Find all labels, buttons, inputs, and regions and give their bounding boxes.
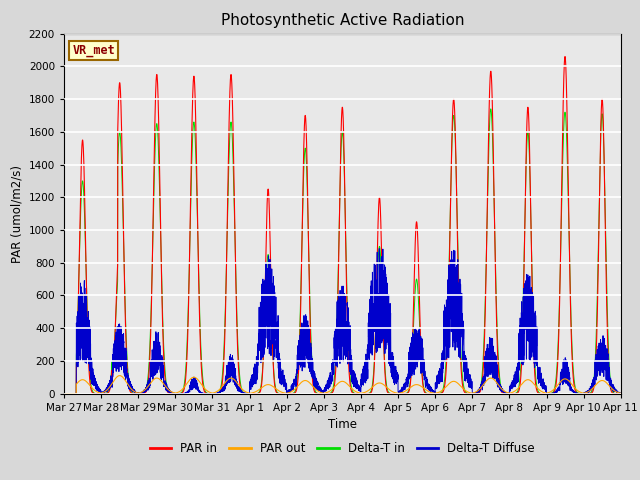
Delta-T in [487, 106, 495, 112]
Delta-T Diffuse [160, 380, 168, 386]
Delta-T in [616, 391, 624, 396]
PAR in [617, 391, 625, 396]
Delta-T Diffuse [376, 246, 383, 252]
Delta-T Diffuse [617, 391, 625, 396]
Delta-T in [60, 391, 68, 396]
Delta-T in [160, 350, 168, 356]
PAR in [322, 391, 330, 396]
PAR in [160, 360, 168, 366]
Delta-T Diffuse [467, 385, 475, 391]
Legend: PAR in, PAR out, Delta-T in, Delta-T Diffuse: PAR in, PAR out, Delta-T in, Delta-T Dif… [145, 437, 540, 460]
Delta-T Diffuse [616, 390, 624, 396]
PAR out [116, 373, 124, 379]
PAR in [616, 391, 624, 396]
PAR in [499, 390, 506, 396]
Delta-T in [617, 391, 625, 396]
Delta-T in [322, 391, 330, 396]
PAR out [60, 391, 68, 396]
PAR in [60, 391, 68, 396]
Delta-T Diffuse [60, 391, 68, 396]
Text: VR_met: VR_met [72, 44, 115, 58]
PAR out [616, 390, 624, 396]
PAR in [436, 391, 444, 396]
Line: PAR out: PAR out [64, 376, 621, 394]
PAR out [160, 382, 168, 387]
PAR in [467, 391, 475, 396]
PAR out [467, 390, 475, 396]
Title: Photosynthetic Active Radiation: Photosynthetic Active Radiation [221, 13, 464, 28]
Delta-T in [467, 391, 475, 396]
Line: Delta-T in: Delta-T in [64, 109, 621, 394]
X-axis label: Time: Time [328, 418, 357, 431]
Delta-T in [436, 390, 444, 396]
PAR out [436, 389, 444, 395]
PAR in [561, 54, 569, 60]
PAR out [499, 387, 507, 393]
Y-axis label: PAR (umol/m2/s): PAR (umol/m2/s) [10, 165, 23, 263]
Line: PAR in: PAR in [64, 57, 621, 394]
Line: Delta-T Diffuse: Delta-T Diffuse [64, 249, 621, 394]
PAR out [617, 391, 625, 396]
Delta-T in [499, 389, 507, 395]
Delta-T Diffuse [499, 388, 507, 394]
PAR out [322, 390, 330, 396]
Delta-T Diffuse [322, 384, 330, 390]
Delta-T Diffuse [436, 369, 444, 375]
